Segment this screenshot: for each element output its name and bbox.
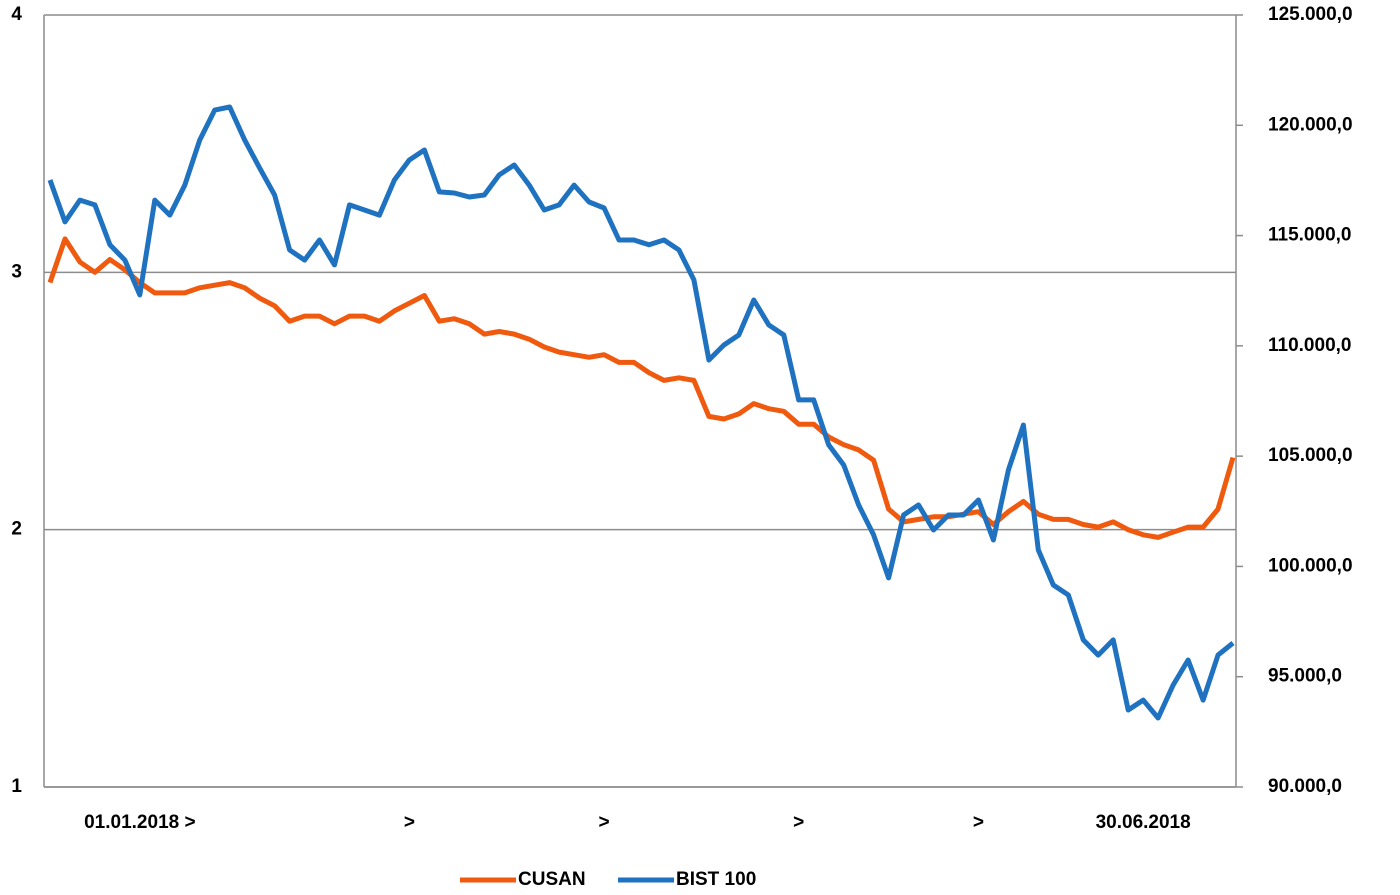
y2-tick-label: 115.000,0 bbox=[1268, 225, 1351, 246]
series-line bbox=[47, 236, 1236, 540]
x-tick-label: 01.01.2018 > bbox=[84, 812, 195, 833]
y2-tick-label: 105.000,0 bbox=[1268, 445, 1353, 466]
y-tick-label: 2 bbox=[11, 519, 22, 540]
y2-tick-label: 90.000,0 bbox=[1268, 776, 1342, 797]
y-tick-label: 3 bbox=[11, 261, 22, 282]
y2-tick-label: 125.000,0 bbox=[1268, 4, 1353, 25]
y2-tick-label: 120.000,0 bbox=[1268, 114, 1353, 135]
legend-label: BIST 100 bbox=[676, 869, 756, 890]
series-line bbox=[47, 104, 1235, 721]
legend-label: CUSAN bbox=[518, 869, 586, 890]
x-tick-label: > bbox=[404, 812, 415, 833]
y2-tick-label: 95.000,0 bbox=[1268, 666, 1342, 687]
x-tick-label: > bbox=[973, 812, 984, 833]
y-tick-label: 1 bbox=[11, 776, 22, 797]
x-tick-label: > bbox=[793, 812, 804, 833]
x-tick-label: > bbox=[599, 812, 610, 833]
y2-tick-label: 100.000,0 bbox=[1268, 555, 1353, 576]
y2-tick-label: 110.000,0 bbox=[1268, 335, 1351, 356]
x-tick-label: 30.06.2018 bbox=[1096, 812, 1191, 833]
y-tick-label: 4 bbox=[11, 4, 22, 25]
